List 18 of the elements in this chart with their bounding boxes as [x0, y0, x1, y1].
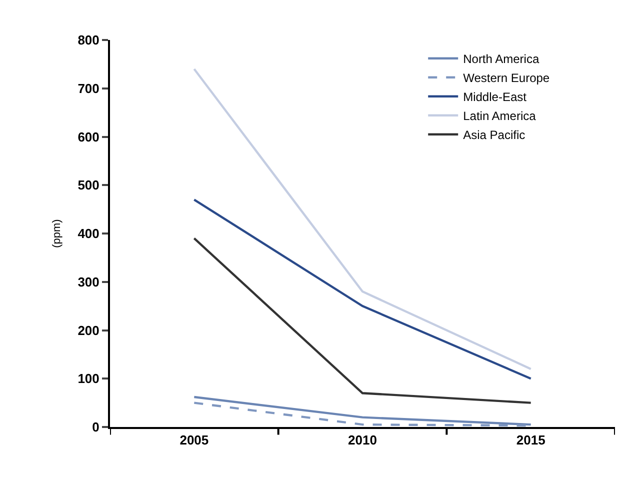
legend-label: Latin America	[463, 109, 536, 124]
y-tick-label: 400	[78, 226, 100, 242]
legend-label: Asia Pacific	[463, 128, 526, 142]
y-tick-label: 800	[78, 32, 100, 48]
x-tick-label: 2015	[516, 432, 546, 448]
x-tick-label: 2010	[348, 432, 377, 448]
y-tick-label: 200	[78, 322, 100, 338]
legend-label: North America	[463, 52, 540, 66]
y-tick-label: 700	[78, 80, 100, 96]
y-tick-label: 100	[78, 371, 100, 386]
legend-label: Western Europe	[463, 71, 550, 86]
y-axis-title: (ppm)	[50, 219, 63, 248]
x-tick-label: 2005	[180, 432, 209, 448]
y-tick-label: 0	[92, 420, 100, 435]
y-tick-label: 600	[78, 129, 100, 144]
y-tick-label: 300	[78, 274, 100, 290]
legend-label: Middle-East	[463, 90, 528, 104]
y-tick-label: 500	[78, 178, 100, 193]
